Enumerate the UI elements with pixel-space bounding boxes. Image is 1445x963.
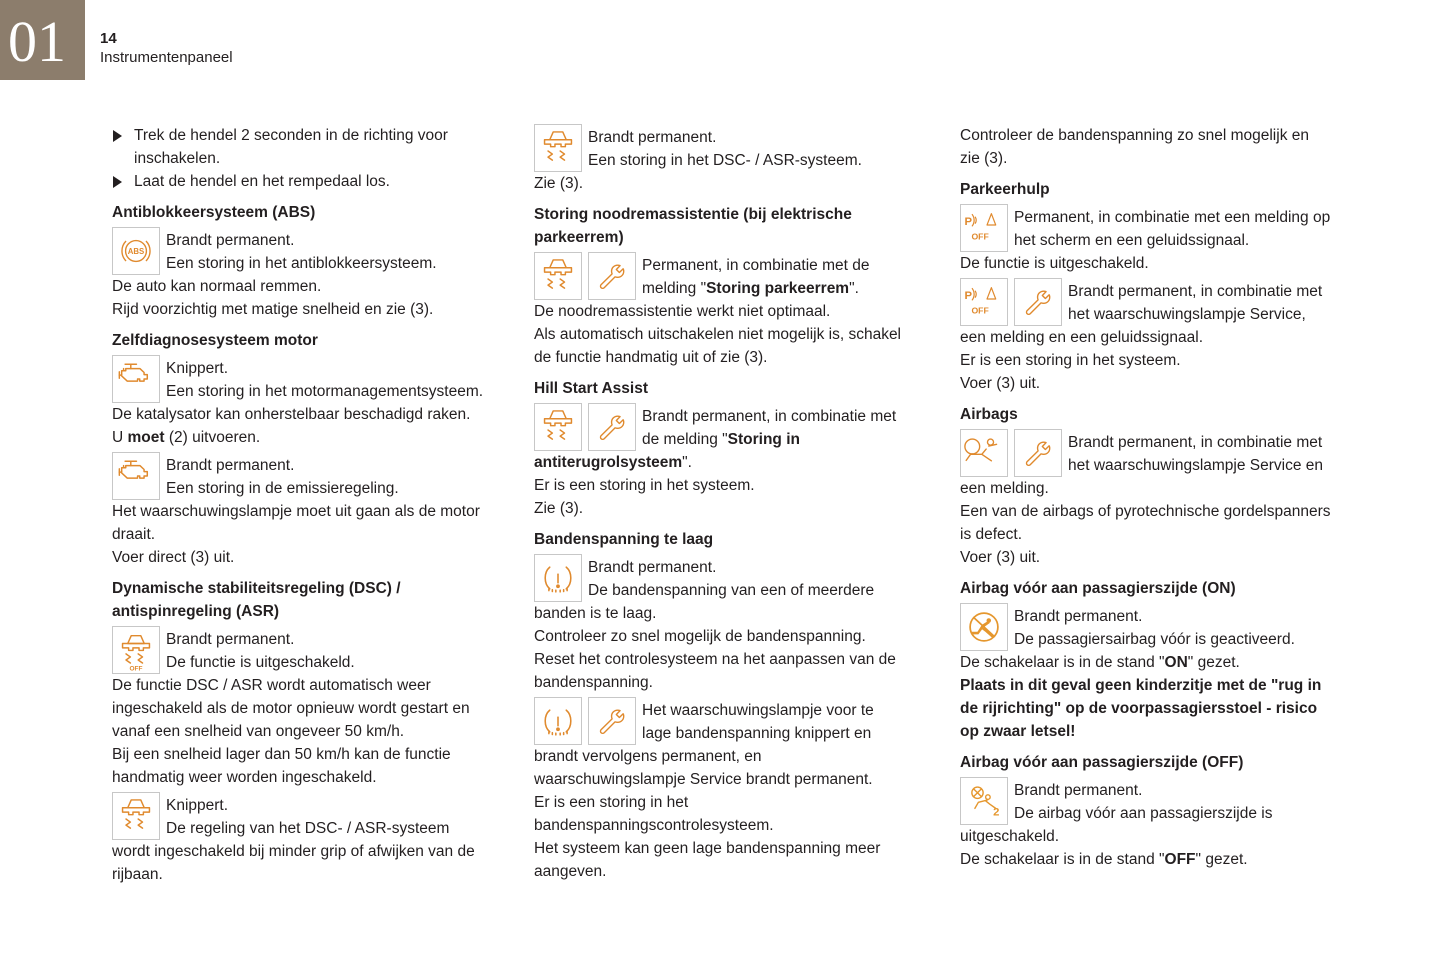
svg-text:OFF: OFF	[971, 306, 988, 316]
svg-text:OFF: OFF	[971, 232, 988, 242]
svg-text:ABS: ABS	[128, 247, 144, 256]
svg-text:P: P	[964, 290, 972, 302]
svg-text:OFF: OFF	[130, 665, 143, 672]
svg-text:2: 2	[993, 806, 999, 818]
svg-text:P: P	[964, 216, 972, 228]
